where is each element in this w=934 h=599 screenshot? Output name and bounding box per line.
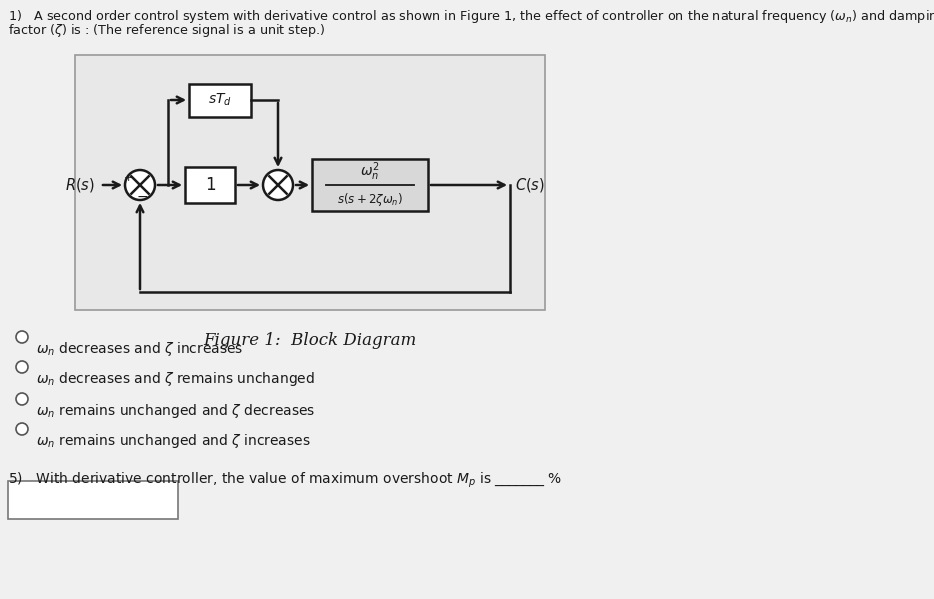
Text: factor ($\zeta$) is : (The reference signal is a unit step.): factor ($\zeta$) is : (The reference sig… bbox=[8, 22, 325, 39]
Text: $sT_d$: $sT_d$ bbox=[208, 92, 232, 108]
Text: 1)   A second order control system with derivative control as shown in Figure 1,: 1) A second order control system with de… bbox=[8, 8, 934, 25]
Text: $-$: $-$ bbox=[136, 189, 149, 203]
Bar bbox=[75, 55, 545, 310]
Text: $R(s)$: $R(s)$ bbox=[65, 176, 95, 194]
Text: $\omega_n^2$: $\omega_n^2$ bbox=[361, 161, 380, 183]
Text: Figure 1:  Block Diagram: Figure 1: Block Diagram bbox=[204, 332, 417, 349]
Circle shape bbox=[16, 393, 28, 405]
Circle shape bbox=[16, 423, 28, 435]
Text: $C(s)$: $C(s)$ bbox=[515, 176, 545, 194]
Text: $\omega_n$ decreases and $\zeta$ remains unchanged: $\omega_n$ decreases and $\zeta$ remains… bbox=[36, 370, 315, 388]
Circle shape bbox=[16, 331, 28, 343]
Bar bbox=[185, 167, 235, 203]
Bar bbox=[189, 83, 251, 116]
Text: $s(s+2\zeta\omega_n)$: $s(s+2\zeta\omega_n)$ bbox=[337, 190, 403, 207]
Circle shape bbox=[16, 361, 28, 373]
Text: $\omega_n$ remains unchanged and $\zeta$ increases: $\omega_n$ remains unchanged and $\zeta$… bbox=[36, 432, 311, 450]
Bar bbox=[8, 481, 178, 519]
Text: +: + bbox=[123, 173, 133, 183]
Bar bbox=[312, 159, 428, 211]
Text: 1: 1 bbox=[205, 176, 216, 194]
Text: 5)   With derivative controller, the value of maximum overshoot $M_p$ is _______: 5) With derivative controller, the value… bbox=[8, 471, 562, 491]
Text: $\omega_n$ decreases and $\zeta$ increases: $\omega_n$ decreases and $\zeta$ increas… bbox=[36, 340, 244, 358]
Circle shape bbox=[263, 170, 293, 200]
Circle shape bbox=[125, 170, 155, 200]
Text: $\omega_n$ remains unchanged and $\zeta$ decreases: $\omega_n$ remains unchanged and $\zeta$… bbox=[36, 402, 316, 420]
